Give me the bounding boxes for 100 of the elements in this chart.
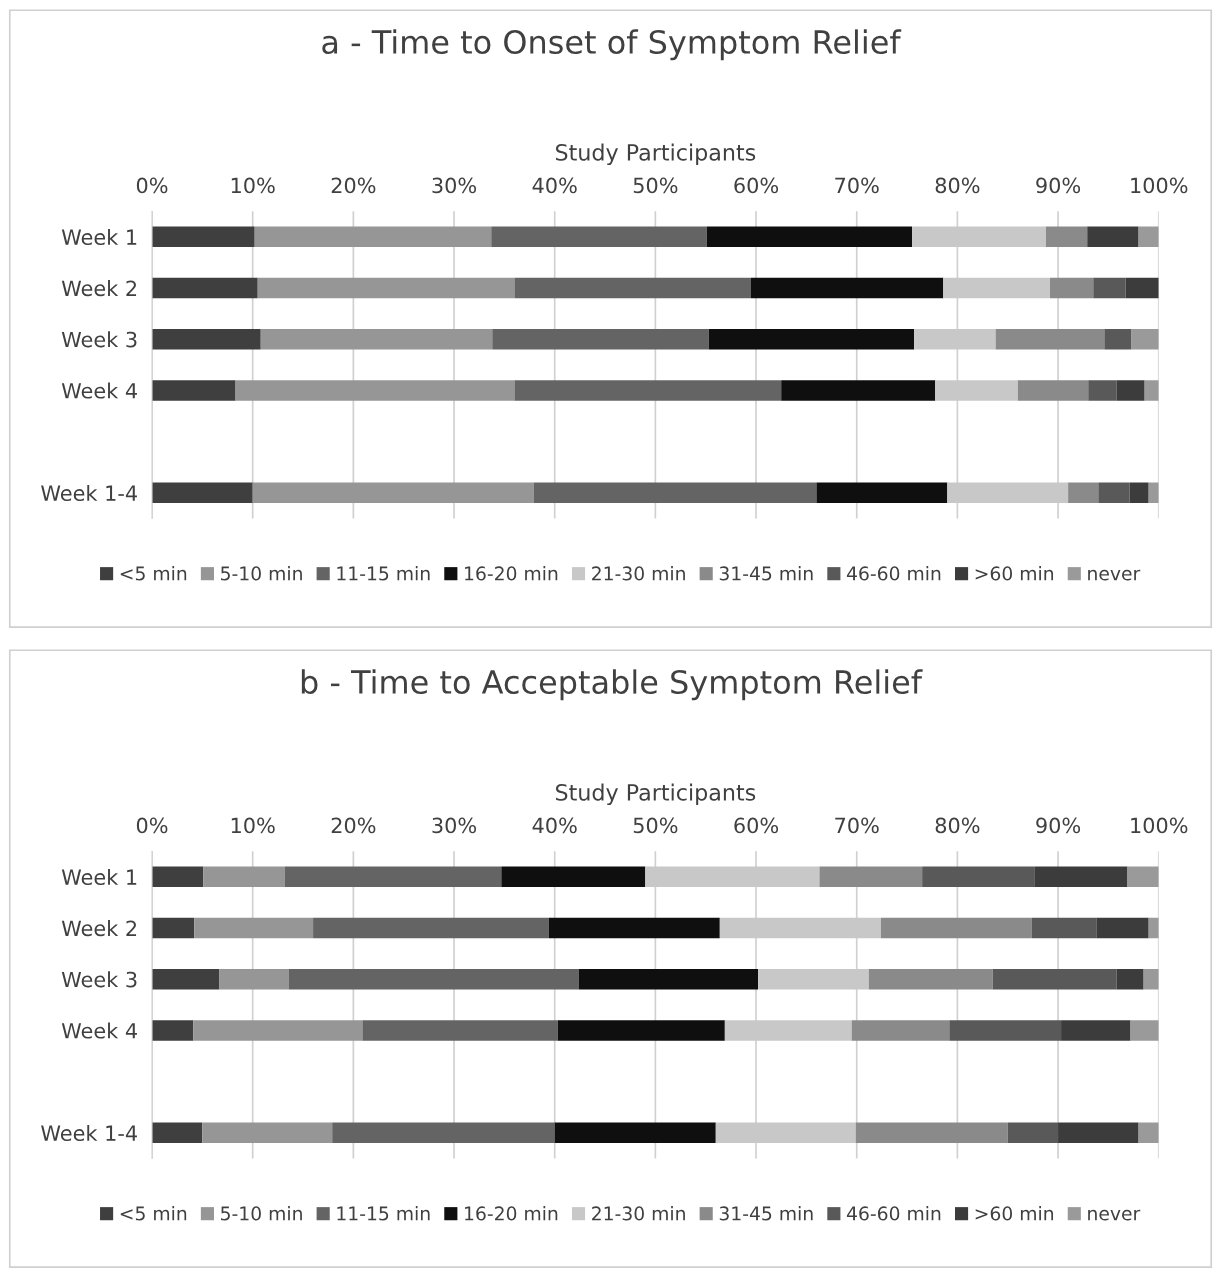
bar [202,1122,333,1144]
bar [1125,277,1159,299]
bar [152,1122,203,1144]
bar [152,482,253,504]
legend-label: 46-60 min [846,1205,941,1221]
legend-label: 11-15 min [337,1205,430,1221]
x-tick-label: 50% [633,817,678,834]
x-axis-title: Study Participants [555,143,756,166]
bar [501,866,646,888]
bar [1116,380,1145,401]
bar [252,482,534,504]
bar [152,917,195,939]
y-tick-label: Week 3 [61,971,137,988]
legend-label: never [1088,1209,1141,1221]
bar [313,917,549,939]
bar [1098,482,1130,504]
x-tick-label: 100% [1131,177,1188,194]
bar [922,866,1035,888]
x-tick-label: 60% [734,177,779,194]
bar [816,482,948,504]
bar [219,968,289,990]
legend-label: 21-30 min [592,1205,685,1221]
bar [819,866,923,888]
bar [1093,277,1126,299]
legend-label: <5 min [120,565,187,581]
bar [491,226,707,248]
x-tick-label: 80% [935,817,980,834]
bar [254,226,492,248]
bar [706,226,913,248]
bar [1138,1122,1159,1144]
bar [554,1122,716,1144]
x-tick-label: 10% [231,817,275,834]
legend-label: >60 min [975,1205,1054,1221]
bar [1104,328,1132,350]
x-tick-label: 50% [633,177,678,194]
bar [152,968,220,990]
bar [851,1020,950,1041]
bar [492,328,709,350]
bar [193,1020,363,1041]
bar [514,380,782,401]
chart-title: b - Time to Acceptable Symptom Relief [301,669,923,701]
bar [868,968,993,990]
bar [152,1020,194,1041]
bar [1138,226,1159,248]
bar [533,482,817,504]
bar [1034,866,1128,888]
x-tick-label: 0% [136,177,168,194]
x-tick-label: 60% [734,817,779,834]
y-tick-label: Week 4 [61,382,137,399]
bar [152,380,236,401]
bar [1088,380,1117,401]
bar [1031,917,1097,939]
bar [1068,482,1099,504]
y-tick-label: Week 1-4 [41,1124,137,1142]
x-tick-label: 20% [331,177,376,194]
x-tick-label: 30% [432,817,477,834]
bar [880,917,1032,939]
y-tick-label: Week 1-4 [41,484,137,502]
legend-label: >60 min [975,565,1054,581]
legend-label: 16-20 min [465,1205,558,1221]
x-tick-label: 70% [835,177,879,194]
bar [1007,1122,1059,1144]
y-tick-label: Week 3 [61,331,137,348]
bar [557,1020,725,1041]
y-tick-label: Week 2 [61,280,137,297]
bar [1087,226,1139,248]
bar [152,277,258,299]
bar [1129,482,1149,504]
bar [1061,1020,1131,1041]
bar [194,917,314,939]
x-tick-label: 100% [1131,817,1188,834]
bar [708,328,915,350]
legend-label: 5-10 min [221,1205,302,1221]
x-tick-label: 90% [1036,817,1081,834]
legend-label: <5 min [120,1205,187,1221]
bar [152,328,261,350]
chart-title: a - Time to Onset of Symptom Relief [322,29,902,61]
bar [578,968,759,990]
bar [362,1020,558,1041]
bar [751,277,944,299]
y-tick-label: Week 1 [61,868,137,886]
bar [1017,380,1089,401]
bar [781,380,936,401]
bar [1127,866,1159,888]
x-tick-label: 10% [231,177,275,194]
legend-label: never [1088,569,1141,581]
legend-label: 5-10 min [221,565,302,581]
x-tick-label: 40% [532,817,577,834]
bar [1143,968,1159,990]
bar [152,226,255,248]
bar [260,328,493,350]
x-tick-label: 70% [835,817,879,834]
legend-label: 31-45 min [719,565,813,581]
legend-label: 11-15 min [337,565,430,581]
bar [1130,1020,1159,1041]
bar [152,866,204,888]
y-tick-label: Week 1 [61,228,137,246]
x-tick-label: 80% [935,177,980,194]
bar [1058,1122,1139,1144]
legend-label: 21-30 min [592,565,685,581]
